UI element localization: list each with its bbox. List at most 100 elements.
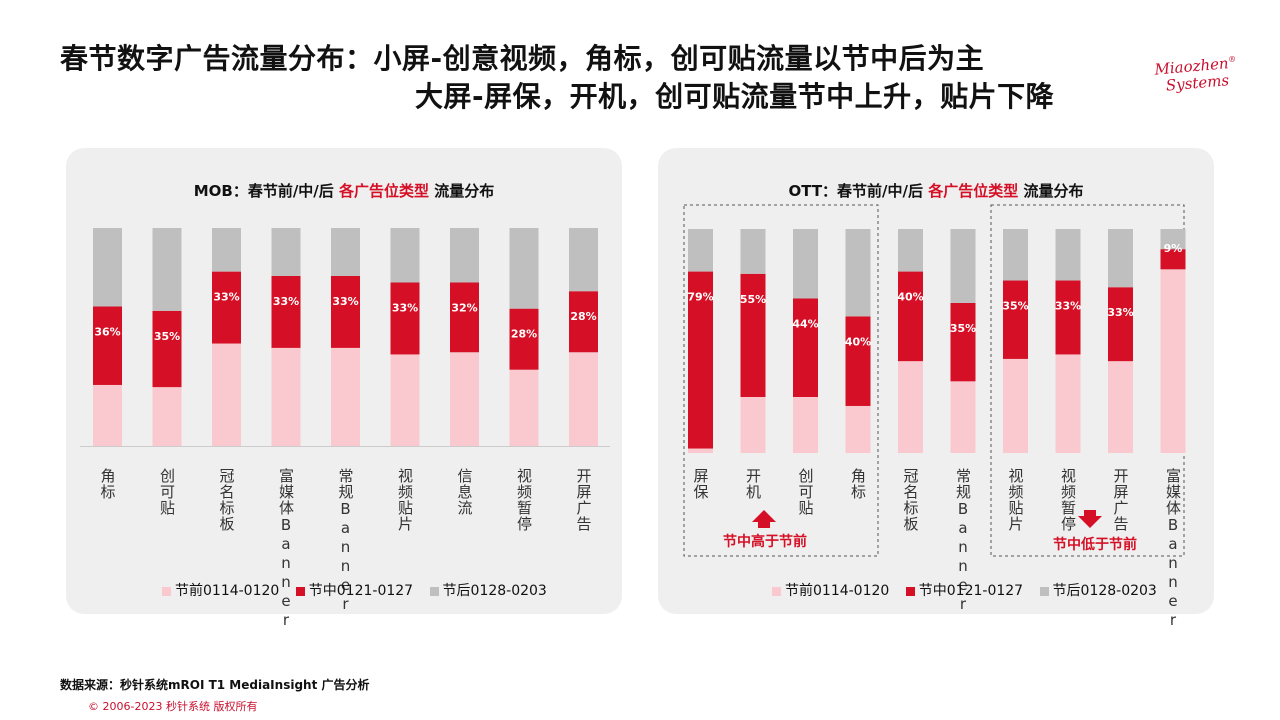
ott-bar-pre-9 bbox=[1160, 269, 1186, 453]
ott-bar-mid-2 bbox=[793, 298, 818, 397]
page-title: 春节数字广告流量分布：小屏-创意视频，角标，创可贴流量以节中后为主 大屏-屏保，… bbox=[60, 40, 1054, 116]
mob-title-prefix: MOB：春节前/中/后 bbox=[193, 182, 340, 200]
ott-category-label-4: 冠名标板 bbox=[902, 468, 920, 532]
legend-swatch-mid bbox=[295, 586, 305, 596]
ott-bar-mid-9 bbox=[1160, 249, 1186, 270]
ott-bar-post-1 bbox=[740, 229, 766, 274]
mob-data-label-8: 28% bbox=[570, 310, 596, 323]
annotation-up: 节中高于节前 bbox=[723, 533, 807, 550]
mob-data-label-0: 36% bbox=[94, 325, 120, 338]
ott-bar-post-7 bbox=[1055, 229, 1081, 281]
ott-category-label-9: 富媒体Banner bbox=[1164, 467, 1182, 630]
annotation-down: 节中低于节前 bbox=[1053, 536, 1137, 553]
mob-bar-mid-1 bbox=[152, 310, 182, 388]
ott-category-label-0: 屏保 bbox=[692, 468, 710, 500]
mob-bar-post-7 bbox=[509, 228, 539, 309]
title-line-2: 大屏-屏保，开机，创可贴流量节中上升，贴片下降 bbox=[415, 80, 1055, 113]
mob-category-label-2: 冠名标板 bbox=[218, 468, 236, 532]
mob-bar-post-4 bbox=[331, 228, 360, 276]
mob-data-label-4: 33% bbox=[332, 295, 358, 308]
ott-data-label-8: 33% bbox=[1107, 306, 1133, 319]
legend-post: 节后0128-0203 bbox=[1052, 583, 1157, 599]
mob-bar-pre-1 bbox=[152, 387, 182, 446]
ott-title-prefix: OTT：春节前/中/后 bbox=[788, 182, 929, 200]
ott-category-label-7: 视频暂停 bbox=[1059, 468, 1077, 532]
ott-chart-title: OTT：春节前/中/后 各广告位类型 流量分布 bbox=[658, 180, 1214, 201]
mob-category-label-5: 视频贴片 bbox=[396, 468, 414, 532]
ott-bar-pre-1 bbox=[740, 397, 766, 453]
mob-bar-post-8 bbox=[569, 228, 598, 292]
mob-category-label-6: 信息流 bbox=[456, 468, 474, 516]
ott-bar-post-2 bbox=[793, 229, 818, 299]
ott-bar-pre-6 bbox=[1003, 358, 1028, 453]
mob-bar-pre-7 bbox=[509, 369, 539, 446]
mob-bar-pre-3 bbox=[271, 347, 301, 446]
up-arrow-icon bbox=[752, 510, 776, 528]
ott-category-label-2: 创可贴 bbox=[797, 468, 815, 516]
ott-bar-mid-7 bbox=[1055, 280, 1081, 355]
mob-bar-mid-2 bbox=[212, 271, 241, 344]
mob-data-label-3: 33% bbox=[273, 295, 299, 308]
copyright-note: © 2006-2023 秒针系统 版权所有 bbox=[88, 700, 258, 713]
ott-bar-mid-5 bbox=[950, 302, 976, 382]
mob-data-label-1: 35% bbox=[154, 330, 180, 343]
ott-bar-pre-8 bbox=[1108, 361, 1133, 453]
legend-swatch-mid bbox=[905, 586, 915, 596]
mob-bar-mid-5 bbox=[390, 282, 420, 355]
ott-bar-pre-2 bbox=[793, 397, 818, 453]
mob-bar-pre-0 bbox=[93, 384, 122, 446]
mob-bar-mid-7 bbox=[509, 308, 539, 370]
ott-data-label-9: 9% bbox=[1164, 242, 1183, 255]
ott-bar-mid-4 bbox=[898, 271, 923, 362]
mob-bar-pre-8 bbox=[569, 352, 598, 446]
ott-category-label-8: 开屏广告 bbox=[1112, 468, 1130, 532]
ott-data-label-0: 79% bbox=[687, 291, 713, 304]
ott-legend: 节前0114-0120 节中0121-0127 节后0128-0203 bbox=[760, 580, 1157, 600]
mob-category-label-3: 富媒体Banner bbox=[277, 467, 295, 630]
ott-bar-post-4 bbox=[898, 229, 923, 272]
mob-bar-mid-0 bbox=[93, 306, 122, 385]
ott-data-label-7: 33% bbox=[1055, 300, 1081, 313]
legend-pre: 节前0114-0120 bbox=[175, 583, 280, 599]
down-arrow-icon bbox=[1078, 510, 1102, 528]
mob-legend: 节前0114-0120 节中0121-0127 节后0128-0203 bbox=[150, 580, 547, 600]
ott-bar-pre-4 bbox=[898, 361, 923, 453]
legend-pre: 节前0114-0120 bbox=[785, 583, 890, 599]
ott-category-label-6: 视频贴片 bbox=[1007, 468, 1025, 532]
legend-swatch-pre bbox=[772, 586, 781, 596]
mob-category-label-7: 视频暂停 bbox=[515, 468, 533, 532]
legend-swatch-pre bbox=[162, 586, 171, 596]
ott-bar-pre-0 bbox=[688, 448, 713, 453]
mob-title-suffix: 流量分布 bbox=[429, 182, 495, 200]
ott-category-label-3: 角标 bbox=[849, 468, 867, 500]
ott-data-label-3: 40% bbox=[845, 335, 871, 348]
mob-bar-post-0 bbox=[93, 228, 122, 307]
mob-data-label-6: 32% bbox=[451, 302, 477, 315]
ott-title-suffix: 流量分布 bbox=[1018, 182, 1084, 200]
mob-bar-post-3 bbox=[271, 228, 301, 276]
ott-bar-post-3 bbox=[845, 229, 871, 317]
mob-bar-pre-5 bbox=[390, 354, 420, 446]
mob-data-label-7: 28% bbox=[511, 328, 537, 341]
ott-bar-post-8 bbox=[1108, 229, 1133, 288]
legend-mid: 节中0121-0127 bbox=[308, 583, 414, 599]
mob-bar-post-6 bbox=[450, 228, 479, 283]
ott-bar-pre-3 bbox=[845, 405, 871, 453]
mob-bar-mid-3 bbox=[271, 275, 301, 348]
mob-bar-pre-4 bbox=[331, 347, 360, 446]
mob-bar-pre-2 bbox=[212, 343, 241, 446]
mob-bar-mid-4 bbox=[331, 275, 360, 348]
legend-mid: 节中0121-0127 bbox=[918, 583, 1024, 599]
ott-group-box-up bbox=[683, 204, 879, 557]
mob-chart-title: MOB：春节前/中/后 各广告位类型 流量分布 bbox=[66, 180, 622, 201]
ott-data-label-2: 44% bbox=[792, 317, 818, 330]
ott-bar-mid-6 bbox=[1003, 280, 1028, 359]
ott-data-label-5: 35% bbox=[950, 322, 976, 335]
ott-bar-pre-7 bbox=[1055, 354, 1081, 453]
mob-bar-pre-6 bbox=[450, 352, 479, 446]
ott-data-label-4: 40% bbox=[897, 291, 923, 304]
legend-post: 节后0128-0203 bbox=[442, 583, 547, 599]
mob-bar-post-2 bbox=[212, 228, 241, 272]
ott-data-label-6: 35% bbox=[1002, 300, 1028, 313]
